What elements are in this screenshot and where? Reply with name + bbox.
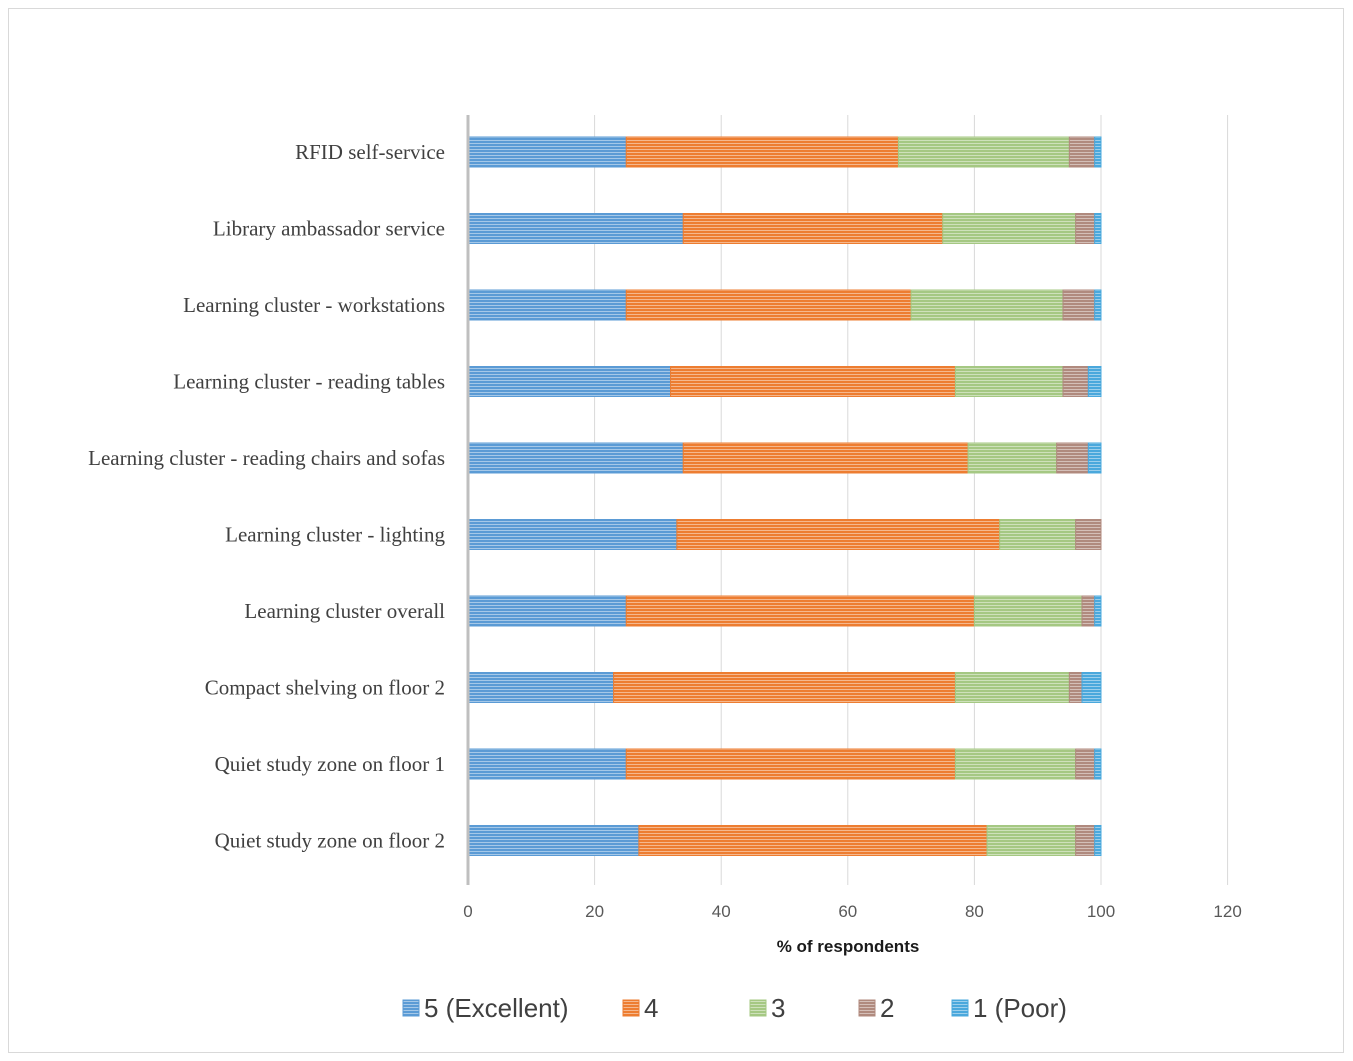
category-label: Quiet study zone on floor 2 [215,829,445,853]
bar-segment [1081,595,1096,627]
legend-swatch [622,999,640,1017]
bar-segment [625,748,956,780]
bar-segment [897,136,1070,168]
x-axis-title: % of respondents [777,937,920,956]
bar-segment [954,748,1077,780]
x-tick-label: 40 [712,902,731,921]
bar-segment [625,289,912,321]
x-tick-label: 80 [965,902,984,921]
bar-segment [973,595,1083,627]
x-tick-labels: 0 20 40 60 80 100 120 [463,902,1242,921]
bar-segment [676,519,1001,550]
bar-segment [1094,136,1102,168]
category-label: Quiet study zone on floor 1 [215,752,445,776]
x-tick-label: 100 [1087,902,1115,921]
bar-segment [613,672,956,703]
bar-segment [467,748,627,780]
category-label: Learning cluster - workstations [183,293,445,317]
bar-segment [1062,366,1089,397]
bar-segment [1056,442,1089,474]
bar-segment [1094,825,1102,856]
bar-segment [1081,672,1102,703]
legend-label: 3 [771,993,785,1023]
bar-segment [1094,595,1102,627]
legend-swatch [749,999,767,1017]
bar-segment [1068,672,1083,703]
bar-segment [1075,519,1102,550]
chart-frame: RFID self-service Library ambassador serv… [8,8,1344,1053]
bar-segment [986,825,1077,856]
legend-swatch [402,999,420,1017]
legend-swatch [951,999,969,1017]
legend-label: 4 [644,993,658,1023]
bar-segment [467,136,627,168]
legend-item: 2 [858,993,894,1023]
bar-segment [999,519,1077,550]
bar-segment [467,519,678,550]
legend-swatch [858,999,876,1017]
category-label: Learning cluster - reading tables [173,370,445,394]
bar-segment [1075,748,1096,780]
bar-segment [638,825,988,856]
category-label: Learning cluster - reading chairs and so… [88,446,445,470]
bar-segment [467,825,640,856]
bar-segment [967,442,1058,474]
legend-label: 1 (Poor) [973,993,1067,1023]
bar-segment [1068,136,1096,168]
category-label: Compact shelving on floor 2 [205,676,445,700]
bar-segment [467,289,627,321]
x-tick-label: 20 [585,902,604,921]
bar-segment [467,213,684,244]
bar-segment [670,366,956,397]
bar-segment [1087,366,1102,397]
bar-segment [1075,213,1096,244]
bar-segment [1094,213,1102,244]
bar-segment [682,213,944,244]
bar-segment [467,442,684,474]
category-label: Learning cluster overall [244,599,445,623]
bars [467,136,1102,856]
legend-item: 4 [622,993,658,1023]
bar-segment [954,366,1064,397]
category-labels: RFID self-service Library ambassador serv… [88,140,445,853]
bar-segment [625,136,899,168]
bar-segment [942,213,1077,244]
category-label: RFID self-service [295,140,445,164]
category-label: Library ambassador service [213,217,445,241]
bar-segment [910,289,1064,321]
bar-segment [467,672,615,703]
bar-segment [467,595,627,627]
bar-segment [1094,748,1102,780]
bar-segment [467,366,672,397]
bar-segment [954,672,1070,703]
legend: 5 (Excellent) 4 3 2 1 (Poor) [402,993,1067,1023]
stacked-bar-chart: RFID self-service Library ambassador serv… [88,115,1242,1023]
legend-item: 3 [749,993,785,1023]
bar-segment [682,442,969,474]
legend-item: 1 (Poor) [951,993,1067,1023]
legend-item: 5 (Excellent) [402,993,569,1023]
category-label: Learning cluster - lighting [225,523,445,547]
bar-segment [1094,289,1102,321]
bar-segment [1062,289,1096,321]
legend-label: 2 [880,993,894,1023]
x-tick-label: 60 [838,902,857,921]
bar-segment [625,595,975,627]
bar-segment [1087,442,1102,474]
legend-label: 5 (Excellent) [424,993,569,1023]
bar-segment [1075,825,1096,856]
x-tick-label: 120 [1213,902,1241,921]
x-tick-label: 0 [463,902,472,921]
